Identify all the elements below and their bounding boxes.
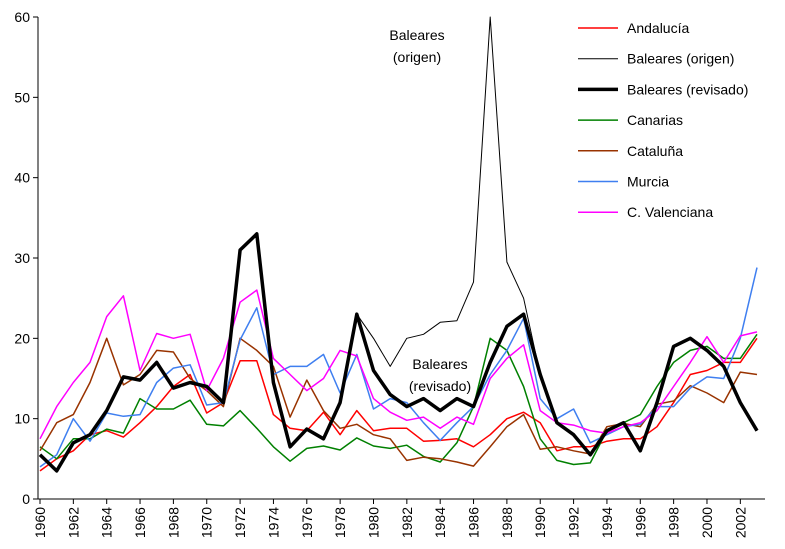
x-tick-label: 1996 [632, 507, 648, 538]
series-line [39, 337, 758, 472]
series-line [39, 267, 758, 468]
y-tick-label: 40 [14, 170, 30, 186]
x-tick-label: 1960 [32, 507, 48, 538]
series-line [38, 232, 759, 473]
x-tick-label: 1962 [65, 507, 81, 538]
y-tick-label: 60 [14, 9, 30, 25]
x-tick-label: 1972 [232, 507, 248, 538]
x-tick-label: 1988 [499, 507, 515, 538]
annotation: Baleares (origen) [389, 27, 444, 65]
x-tick-label: 1974 [265, 507, 281, 538]
series-line [39, 337, 758, 467]
legend-label: C. Valenciana [627, 204, 713, 220]
legend-label: Baleares (origen) [627, 51, 734, 67]
legend-label: Baleares (revisado) [627, 81, 748, 97]
annotation: Baleares (revisado) [409, 356, 471, 394]
y-tick-label: 20 [14, 330, 30, 346]
annotation-line: Baleares [389, 27, 444, 43]
annotation-line: (origen) [393, 49, 441, 65]
x-tick-label: 1968 [165, 507, 181, 538]
x-tick-label: 1992 [566, 507, 582, 538]
x-tick-label: 1976 [299, 507, 315, 538]
x-tick-label: 1978 [332, 507, 348, 538]
x-tick-label: 2002 [732, 507, 748, 538]
x-tick-label: 1964 [99, 507, 115, 538]
x-tick-label: 1970 [199, 507, 215, 538]
legend-label: Andalucía [627, 20, 689, 36]
x-tick-label: 1966 [132, 507, 148, 538]
legend-label: Canarias [627, 112, 683, 128]
series-line [39, 333, 758, 466]
series-line [39, 289, 758, 440]
x-tick-label: 2000 [699, 507, 715, 538]
x-tick-label: 1984 [432, 507, 448, 538]
x-tick-label: 1986 [466, 507, 482, 538]
x-tick-label: 1994 [599, 507, 615, 538]
y-tick-label: 30 [14, 250, 30, 266]
x-tick-label: 1980 [365, 507, 381, 538]
annotation-line: Baleares [412, 356, 467, 372]
x-tick-label: 1990 [532, 507, 548, 538]
legend-label: Murcia [627, 174, 669, 190]
annotation-line: (revisado) [409, 378, 471, 394]
y-tick-label: 10 [14, 411, 30, 427]
legend-label: Cataluña [627, 143, 683, 159]
x-tick-label: 1998 [666, 507, 682, 538]
x-tick-label: 1982 [399, 507, 415, 538]
y-tick-label: 50 [14, 89, 30, 105]
y-tick-label: 0 [22, 491, 30, 507]
